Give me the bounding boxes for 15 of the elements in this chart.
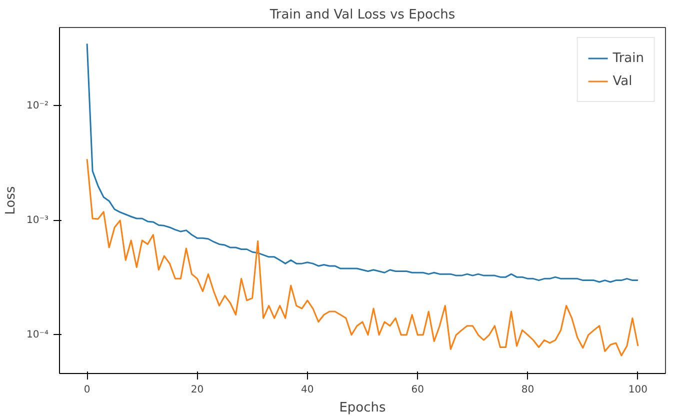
x-tick-label: 0 [84, 384, 90, 396]
y-tick-label: 10⁻³ [26, 214, 49, 226]
x-tick-label: 60 [411, 384, 424, 396]
y-tick-label: 10⁻² [26, 100, 49, 112]
line-series [86, 158, 639, 356]
legend-label: Val [612, 74, 633, 88]
y-axis-title: Loss [3, 186, 18, 215]
x-tick-label: 20 [190, 384, 204, 396]
x-tick-label: 80 [521, 384, 534, 396]
x-tick-label: 40 [301, 384, 314, 396]
x-axis-title: Epochs [339, 400, 386, 416]
legend-label: Train [612, 50, 644, 66]
y-tick-label: 10⁻⁴ [26, 329, 49, 340]
x-tick-label: 100 [628, 384, 648, 396]
chart-title: Train and Val Loss vs Epochs [268, 8, 456, 22]
